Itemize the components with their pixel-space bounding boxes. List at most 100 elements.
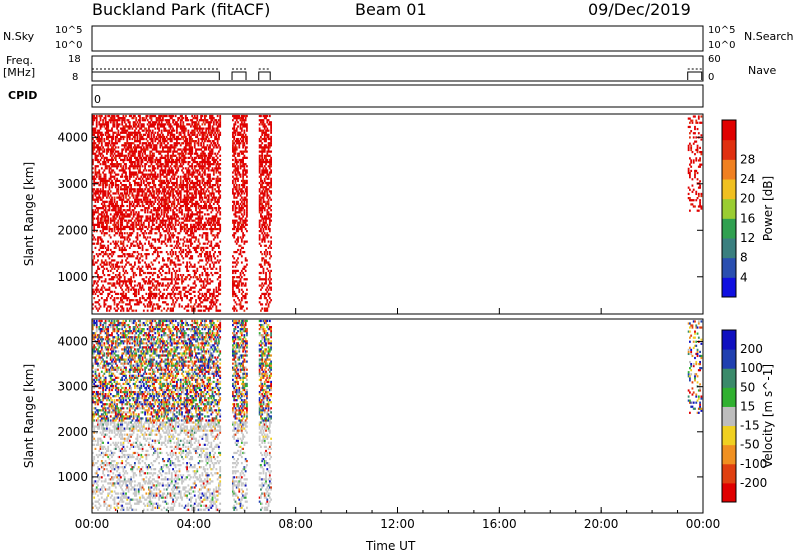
power-cell bbox=[92, 127, 94, 130]
power-cell bbox=[216, 114, 219, 118]
power-cell bbox=[211, 299, 214, 302]
power-cell bbox=[197, 202, 200, 206]
power-cell bbox=[201, 271, 204, 275]
power-cell bbox=[94, 238, 97, 241]
power-cell bbox=[234, 150, 237, 153]
power-cell bbox=[135, 225, 138, 229]
power-cell bbox=[108, 263, 111, 266]
power-cell bbox=[103, 177, 106, 180]
power-cell bbox=[141, 158, 144, 162]
power-cell bbox=[120, 198, 122, 201]
power-cell bbox=[123, 232, 126, 235]
power-cell bbox=[182, 156, 185, 159]
power-cell bbox=[170, 125, 173, 128]
power-cell bbox=[160, 240, 163, 243]
power-cell bbox=[182, 125, 185, 128]
power-cell bbox=[149, 142, 152, 145]
power-cell bbox=[216, 137, 219, 141]
power-cell bbox=[131, 225, 134, 229]
power-cell bbox=[239, 163, 242, 166]
power-cell bbox=[128, 213, 131, 216]
power-cell bbox=[244, 217, 247, 220]
power-cell bbox=[204, 146, 206, 149]
power-cell bbox=[127, 261, 130, 264]
power-cell bbox=[216, 259, 219, 262]
power-cell bbox=[212, 303, 215, 306]
power-cell bbox=[234, 158, 237, 162]
power-cell bbox=[106, 144, 108, 147]
power-cell bbox=[120, 188, 122, 191]
power-cell bbox=[116, 282, 118, 285]
power-cell bbox=[117, 261, 120, 264]
power-cell bbox=[140, 150, 143, 153]
power-cell bbox=[162, 173, 164, 176]
power-cell bbox=[206, 184, 209, 187]
power-cell bbox=[97, 181, 99, 185]
power-cell bbox=[93, 117, 96, 120]
power-cell bbox=[178, 267, 181, 270]
power-cell bbox=[196, 123, 199, 126]
power-cell bbox=[120, 163, 122, 166]
power-cell bbox=[234, 207, 237, 210]
power-cell bbox=[183, 223, 186, 226]
power-cell bbox=[150, 211, 153, 214]
power-cell bbox=[136, 227, 139, 231]
power-cell bbox=[197, 255, 200, 258]
power-cell bbox=[141, 269, 144, 273]
power-cell bbox=[144, 209, 146, 212]
power-cell bbox=[239, 194, 242, 197]
power-cell bbox=[117, 173, 120, 176]
power-cell bbox=[201, 175, 204, 178]
power-cell bbox=[126, 158, 129, 162]
power-cell bbox=[99, 131, 102, 134]
power-cell bbox=[117, 204, 120, 208]
power-cell bbox=[168, 131, 171, 134]
power-cell bbox=[114, 154, 117, 157]
power-cell bbox=[93, 236, 96, 239]
power-cell bbox=[195, 276, 197, 279]
power-cell bbox=[169, 307, 172, 310]
power-cell bbox=[145, 163, 148, 166]
power-cell bbox=[103, 179, 106, 183]
power-cell bbox=[237, 114, 239, 118]
power-cell bbox=[235, 158, 238, 162]
power-cell bbox=[197, 211, 200, 214]
power-cell bbox=[146, 297, 149, 300]
power-cell bbox=[234, 146, 237, 149]
power-cell bbox=[109, 213, 112, 216]
power-cell bbox=[207, 186, 210, 189]
power-cell bbox=[174, 227, 177, 231]
power-cell bbox=[215, 286, 218, 289]
power-cell bbox=[104, 121, 107, 124]
power-cell bbox=[144, 133, 146, 136]
power-cell bbox=[195, 225, 197, 229]
power-cell bbox=[186, 297, 188, 300]
power-cell bbox=[243, 200, 246, 203]
power-cell bbox=[190, 299, 192, 302]
power-cell bbox=[167, 253, 169, 256]
power-cell bbox=[190, 140, 192, 143]
power-cell bbox=[176, 192, 178, 195]
power-cell bbox=[102, 188, 104, 191]
power-cell bbox=[151, 200, 154, 203]
power-cell bbox=[181, 217, 183, 220]
power-cell bbox=[94, 288, 97, 291]
power-cell bbox=[145, 202, 148, 206]
power-cell bbox=[186, 140, 188, 143]
power-cell bbox=[137, 146, 140, 149]
power-cell bbox=[151, 142, 154, 145]
power-cell bbox=[258, 181, 261, 185]
power-cell bbox=[136, 194, 139, 197]
power-cell bbox=[142, 150, 145, 153]
power-cell bbox=[99, 276, 102, 279]
power-cell bbox=[242, 163, 245, 166]
power-cell bbox=[243, 240, 246, 243]
power-cell bbox=[209, 146, 211, 149]
power-cell bbox=[212, 169, 215, 172]
power-cell bbox=[160, 192, 163, 195]
power-cell bbox=[128, 173, 131, 176]
power-cell bbox=[215, 158, 218, 162]
power-cell bbox=[193, 309, 196, 312]
power-cell bbox=[94, 200, 97, 203]
power-cell bbox=[135, 177, 138, 180]
